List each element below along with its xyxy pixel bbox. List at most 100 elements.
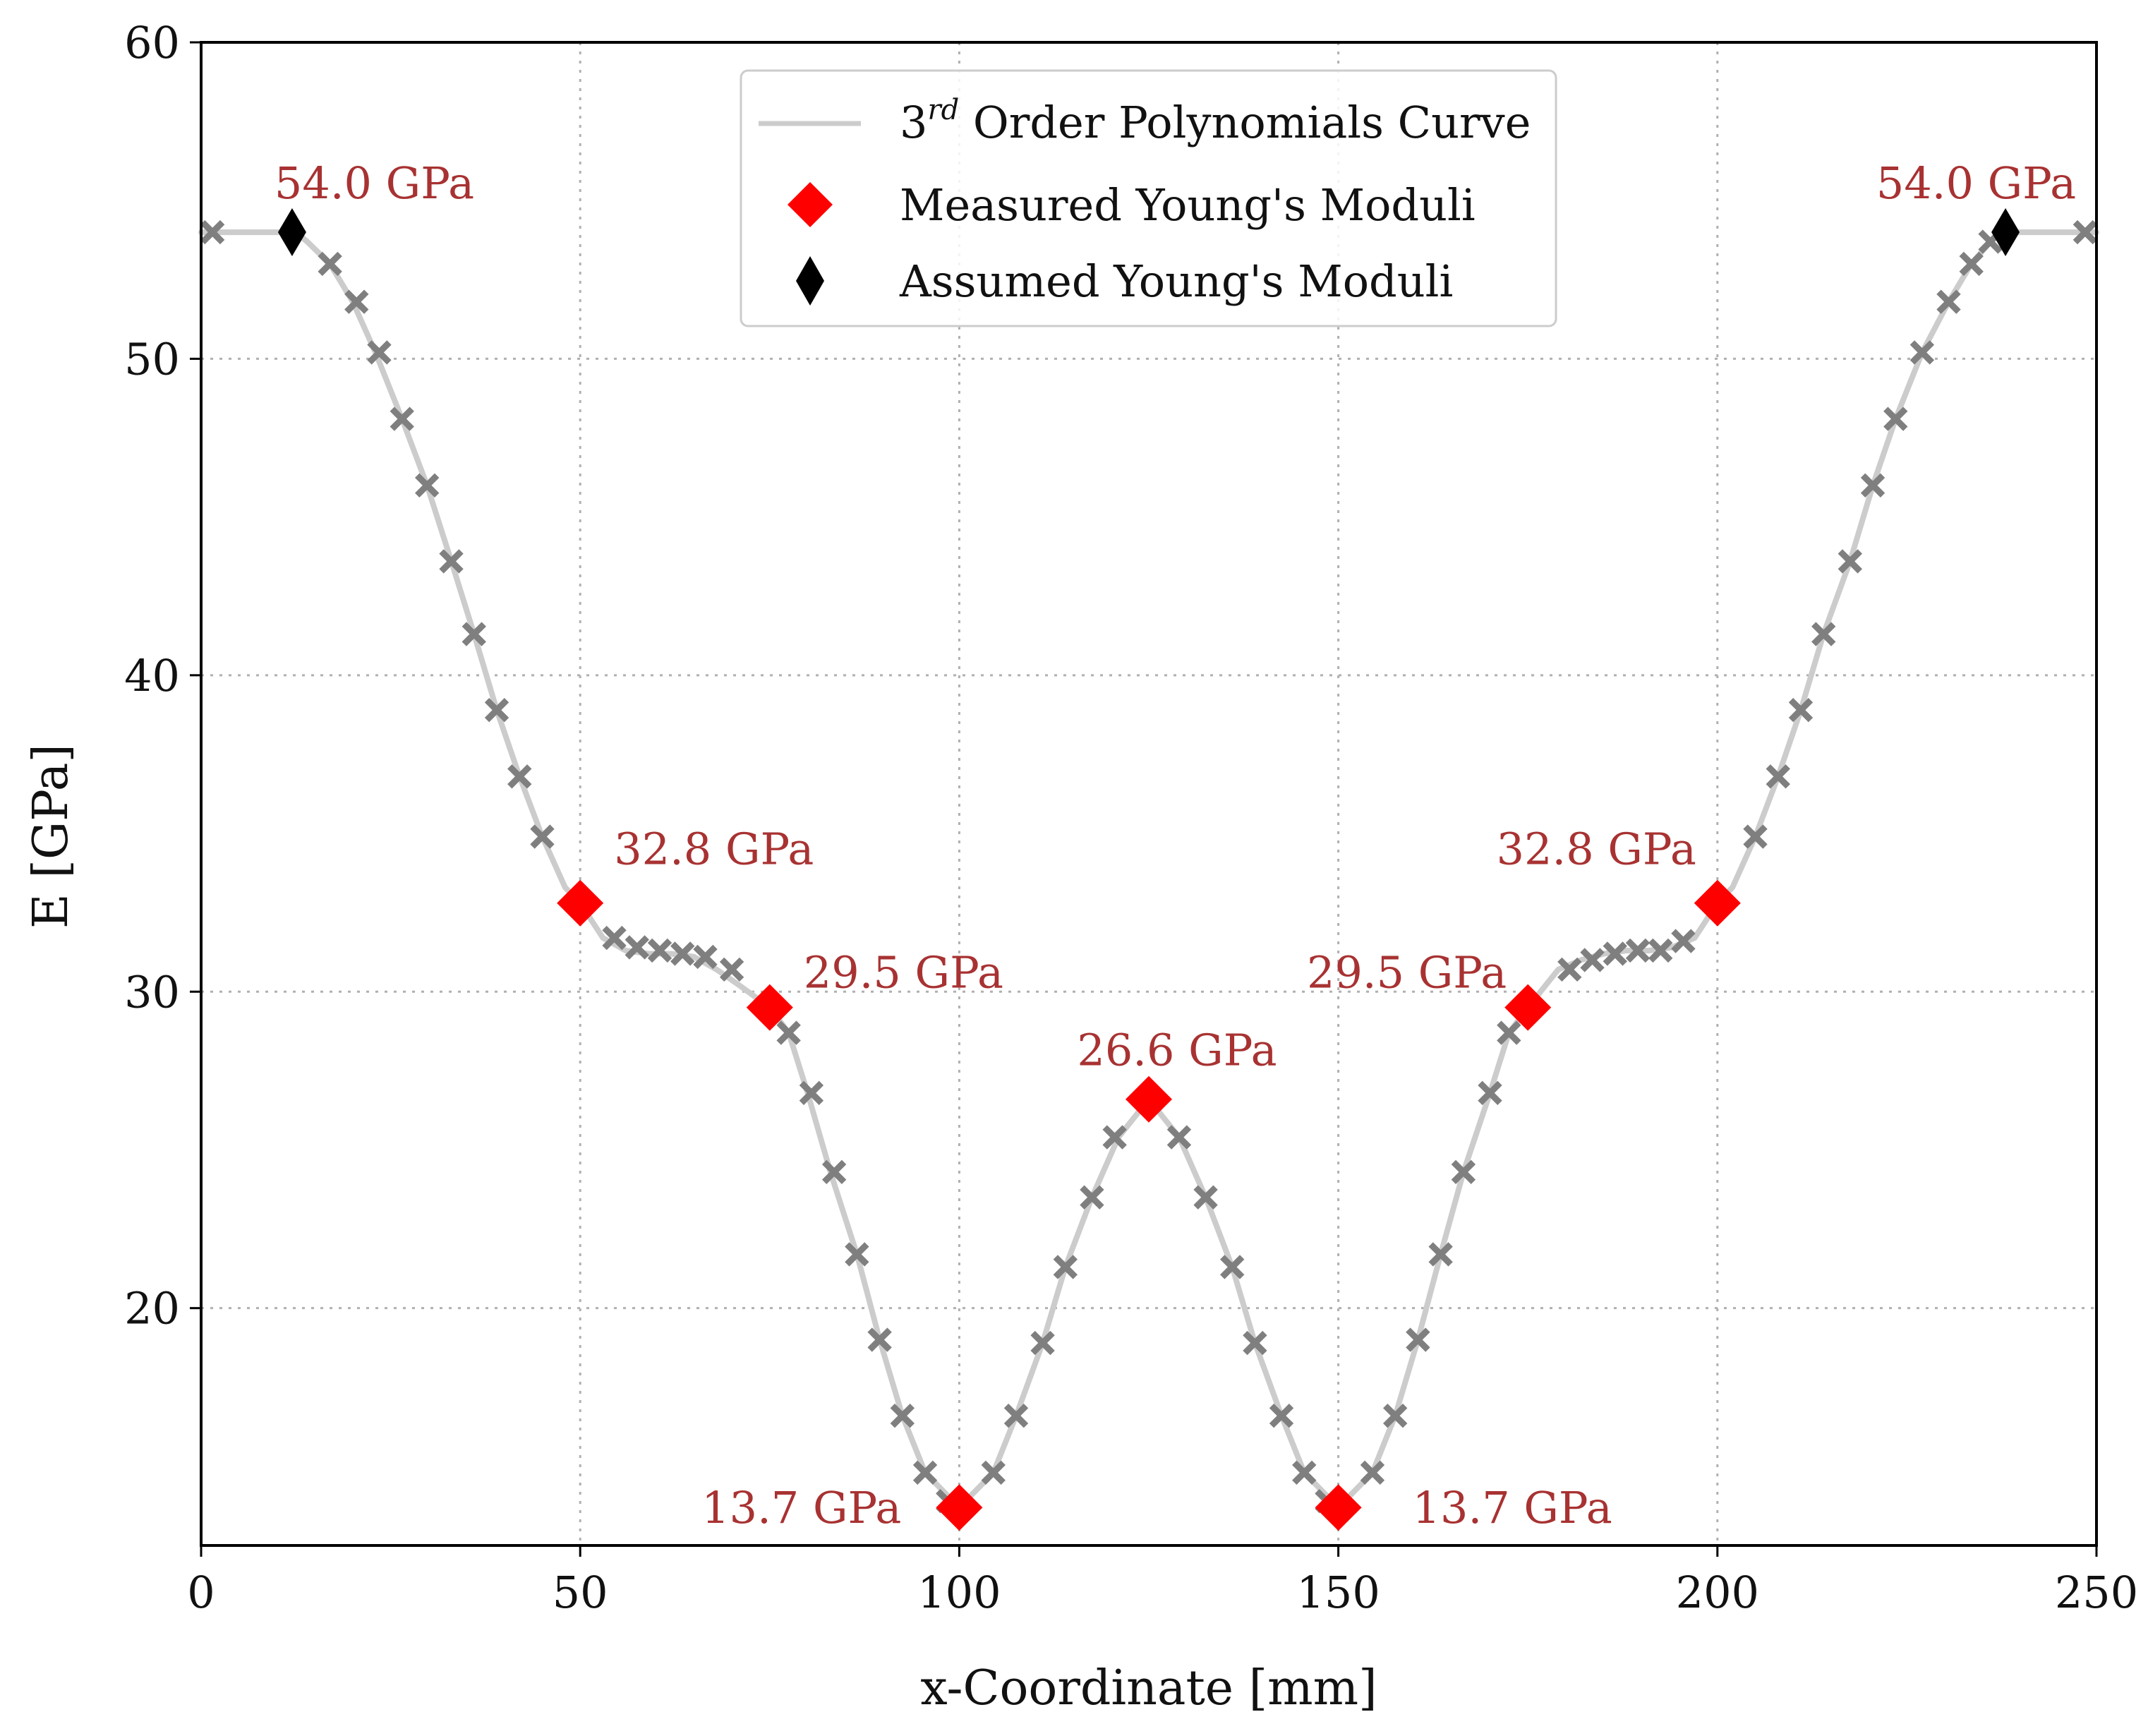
sample-point-stroke [484, 697, 509, 723]
legend-measured-marker [788, 182, 833, 227]
sample-point-marker [2072, 219, 2098, 245]
sample-point-marker [670, 941, 695, 966]
sample-point-stroke [602, 925, 627, 951]
sample-point-marker [1166, 1125, 1192, 1150]
sample-point-stroke [1243, 1330, 1267, 1356]
sample-point-marker [1292, 1460, 1317, 1485]
sample-point-stroke [439, 549, 464, 574]
legend-assumed-marker [796, 256, 824, 306]
sample-point-stroke [625, 935, 649, 960]
legend-curve-order: 3 [900, 97, 927, 148]
sample-point-stroke [344, 289, 369, 314]
sample-point-marker [414, 473, 440, 498]
sample-point-marker [912, 1460, 938, 1485]
legend: 3rd Order Polynomials Curve Measured You… [740, 69, 1557, 327]
sample-point-marker [1220, 1255, 1245, 1279]
sample-point-marker [1625, 938, 1651, 963]
sample-point-stroke [1671, 929, 1696, 953]
sample-point-marker [461, 622, 486, 646]
sample-point-stroke [318, 251, 342, 277]
sample-point-stroke [461, 622, 486, 646]
legend-frame [740, 69, 1557, 327]
sample-point-marker [1030, 1330, 1055, 1356]
sample-point-marker [1788, 697, 1814, 723]
sample-point-marker [821, 1159, 847, 1185]
sample-point-marker [390, 406, 414, 431]
data-label: 13.7 GPa [701, 1482, 901, 1533]
sample-point-marker [1811, 622, 1836, 646]
x-tick-label: 150 [1296, 1567, 1380, 1618]
sample-point-marker [1478, 1080, 1502, 1105]
data-label: 13.7 GPa [1413, 1482, 1612, 1533]
sample-point-marker [200, 219, 225, 245]
sample-point-stroke [776, 1020, 801, 1045]
sample-point-stroke [1382, 1403, 1408, 1428]
sample-point-stroke [2072, 219, 2098, 245]
sample-point-marker [1909, 340, 1935, 365]
sample-point-marker [1959, 251, 1984, 277]
sample-point-marker [1451, 1159, 1476, 1185]
measured-point [936, 1484, 983, 1531]
data-label: 29.5 GPa [804, 947, 1003, 999]
measured-point [1504, 984, 1552, 1031]
assumed-point [277, 208, 306, 257]
sample-point-marker [1269, 1403, 1294, 1428]
sample-point-marker [1003, 1403, 1029, 1428]
sample-point-marker [1243, 1330, 1267, 1356]
sample-point-stroke [890, 1403, 915, 1428]
y-tick-label: 30 [124, 966, 180, 1018]
legend-curve-label: 3rd Order Polynomials Curve [900, 94, 1531, 148]
y-tick-label: 50 [124, 333, 180, 385]
x-tick-label: 0 [187, 1567, 215, 1618]
data-label: 54.0 GPa [274, 157, 474, 209]
sample-point-stroke [1269, 1403, 1294, 1428]
sample-point-marker [1766, 764, 1790, 789]
sample-point-stroke [200, 219, 225, 245]
measured-point [1126, 1075, 1172, 1123]
legend-curve-text: Order Polynomials Curve [959, 97, 1531, 148]
sample-point-stroke [1811, 622, 1836, 646]
x-axis-label: x-Coordinate [mm] [920, 1660, 1377, 1716]
sample-point-stroke [1080, 1185, 1104, 1210]
y-tick-label: 20 [124, 1283, 180, 1334]
sample-point-marker [1497, 1020, 1521, 1045]
y-axis-label: E [GPa] [23, 744, 79, 929]
sample-point-marker [1648, 938, 1673, 963]
sample-point-stroke [1788, 697, 1814, 723]
sample-point-marker [799, 1080, 824, 1105]
sample-point-stroke [821, 1159, 847, 1185]
sample-point-marker [1936, 289, 1961, 314]
y-tick-label: 60 [124, 17, 180, 68]
sample-point-stroke [1557, 957, 1582, 982]
x-tick-label: 100 [917, 1567, 1001, 1618]
sample-point-stroke [647, 938, 672, 963]
sample-point-stroke [693, 944, 718, 970]
sample-point-marker [1580, 948, 1605, 972]
sample-point-stroke [1909, 340, 1935, 365]
measured-point [557, 879, 604, 927]
sample-point-stroke [1360, 1460, 1385, 1485]
axis-ticks: 0 50 100 150 200 250 20 30 40 50 60 [124, 17, 2138, 1618]
sample-point-stroke [1292, 1460, 1317, 1485]
sample-point-stroke [1478, 1080, 1502, 1105]
sample-point-marker [1428, 1242, 1453, 1267]
sample-point-marker [719, 957, 744, 982]
sample-point-marker [530, 824, 555, 849]
sample-point-stroke [1220, 1255, 1245, 1279]
measured-point [746, 984, 793, 1031]
sample-point-marker [1671, 929, 1696, 953]
sample-point-stroke [1003, 1403, 1029, 1428]
sample-point-marker [981, 1460, 1006, 1485]
sample-point-marker [507, 764, 532, 789]
sample-point-marker [1406, 1327, 1430, 1352]
sample-point-marker [1382, 1403, 1408, 1428]
data-label: 26.6 GPa [1077, 1025, 1277, 1076]
data-label: 29.5 GPa [1307, 947, 1507, 999]
sample-point-marker [1743, 824, 1768, 849]
sample-point-marker [776, 1020, 801, 1045]
sample-point-stroke [981, 1460, 1006, 1485]
x-tick-label: 50 [553, 1567, 608, 1618]
sample-point-stroke [1625, 938, 1651, 963]
sample-point-marker [484, 697, 509, 723]
sample-point-marker [1193, 1185, 1218, 1210]
